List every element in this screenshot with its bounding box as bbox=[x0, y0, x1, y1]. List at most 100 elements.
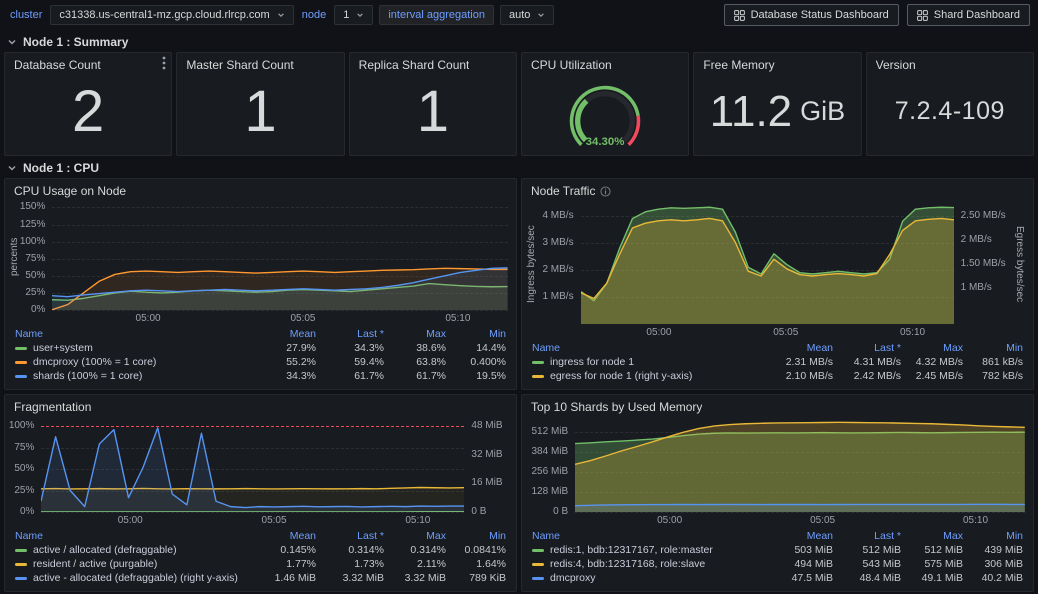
plot-area[interactable] bbox=[575, 420, 1025, 512]
legend-column-header[interactable]: Min bbox=[963, 341, 1023, 355]
chevron-down-icon bbox=[7, 37, 17, 47]
legend-series-name[interactable]: active / allocated (defraggable) bbox=[15, 543, 254, 557]
legend-column-header[interactable]: Name bbox=[532, 529, 771, 543]
panel-title[interactable]: Top 10 Shards by Used Memory bbox=[531, 400, 702, 414]
panel-title[interactable]: CPU Usage on Node bbox=[14, 184, 126, 198]
legend-series-name[interactable]: shards (100% = 1 core) bbox=[15, 369, 254, 383]
legend-column-header[interactable]: Mean bbox=[254, 327, 316, 341]
y-axis: 0%25%50%75%100%125%150% bbox=[20, 204, 52, 310]
database-status-dashboard-button[interactable]: Database Status Dashboard bbox=[724, 4, 899, 26]
panel-title[interactable]: Database Count bbox=[14, 58, 101, 72]
legend-stat-value: 0.400% bbox=[446, 355, 506, 369]
legend-column-header[interactable]: Mean bbox=[771, 341, 833, 355]
legend-stat-value: 4.32 MB/s bbox=[901, 355, 963, 369]
y-tick-label: 125% bbox=[20, 220, 46, 230]
legend-series-name[interactable]: egress for node 1 (right y-axis) bbox=[532, 369, 771, 383]
legend-series-name[interactable]: ingress for node 1 bbox=[532, 355, 771, 369]
legend-stat-value: 63.8% bbox=[384, 355, 446, 369]
legend-column-header[interactable]: Max bbox=[384, 529, 446, 543]
legend-stat-value: 494 MiB bbox=[771, 557, 833, 571]
legend-column-header[interactable]: Min bbox=[446, 529, 506, 543]
legend-series-name[interactable]: resident / active (purgable) bbox=[15, 557, 254, 571]
y-tick-label: 1 MB/s bbox=[542, 292, 573, 302]
legend-column-header[interactable]: Last * bbox=[316, 327, 384, 341]
plot-area[interactable] bbox=[581, 204, 954, 324]
row-header-node-cpu[interactable]: Node 1 : CPU bbox=[0, 158, 1038, 178]
y-tick-label: 100% bbox=[9, 421, 35, 431]
series-color-swatch bbox=[15, 577, 27, 580]
interval-aggregation-select[interactable]: auto bbox=[500, 5, 554, 25]
x-tick-label: 05:10 bbox=[445, 313, 470, 324]
legend-column-header[interactable]: Name bbox=[532, 341, 771, 355]
row-header-node-summary[interactable]: Node 1 : Summary bbox=[0, 32, 1038, 52]
legend: NameMeanLast *MaxMinuser+system27.9%34.3… bbox=[5, 326, 516, 389]
info-icon[interactable] bbox=[600, 186, 611, 197]
y-axis-right-title: Egress bytes/sec bbox=[1014, 204, 1025, 324]
legend-column-header[interactable]: Name bbox=[15, 327, 254, 341]
x-tick-label: 05:05 bbox=[773, 327, 798, 338]
y-tick-label: 1 MB/s bbox=[961, 283, 992, 293]
y-tick-label: 0% bbox=[20, 507, 34, 517]
series-color-swatch bbox=[532, 375, 544, 378]
panel-title[interactable]: CPU Utilization bbox=[531, 58, 612, 72]
legend-stat-value: 40.2 MiB bbox=[963, 571, 1023, 585]
panel-title[interactable]: Node Traffic bbox=[531, 184, 595, 198]
legend-column-header[interactable]: Mean bbox=[254, 529, 316, 543]
y-axis: 0%25%50%75%100% bbox=[9, 420, 41, 512]
shard-dashboard-button[interactable]: Shard Dashboard bbox=[907, 4, 1030, 26]
x-tick-label: 05:10 bbox=[900, 327, 925, 338]
charts-row-1: CPU Usage on Node percents 0%25%50%75%10… bbox=[0, 178, 1038, 390]
y-tick-label: 48 MiB bbox=[471, 421, 502, 431]
panel-title[interactable]: Free Memory bbox=[703, 58, 774, 72]
chevron-down-icon bbox=[277, 11, 285, 19]
legend-column-header[interactable]: Max bbox=[384, 327, 446, 341]
y-axis-title: percents bbox=[9, 204, 20, 310]
legend-column-header[interactable]: Max bbox=[901, 529, 963, 543]
legend-column-header[interactable]: Min bbox=[446, 327, 506, 341]
legend-series-name[interactable]: dmcproxy (100% = 1 core) bbox=[15, 355, 254, 369]
x-tick-label: 05:00 bbox=[118, 515, 143, 526]
node-select[interactable]: 1 bbox=[334, 5, 373, 25]
legend-column-header[interactable]: Last * bbox=[833, 341, 901, 355]
legend-series-name[interactable]: user+system bbox=[15, 341, 254, 355]
legend-series-name[interactable]: redis:1, bdb:12317167, role:master bbox=[532, 543, 771, 557]
legend-stat-value: 19.5% bbox=[446, 369, 506, 383]
y-tick-label: 50% bbox=[14, 464, 34, 474]
legend-stat-value: 0.314% bbox=[316, 543, 384, 557]
cluster-select[interactable]: c31338.us-central1-mz.gcp.cloud.rlrcp.co… bbox=[50, 5, 293, 25]
x-tick-label: 05:00 bbox=[646, 327, 671, 338]
legend-stat-value: 59.4% bbox=[316, 355, 384, 369]
dashboard-icon bbox=[734, 10, 745, 21]
legend-column-header[interactable]: Mean bbox=[771, 529, 833, 543]
y-tick-label: 100% bbox=[20, 237, 46, 247]
x-tick-label: 05:05 bbox=[262, 515, 287, 526]
series-color-swatch bbox=[532, 361, 544, 364]
legend-column-header[interactable]: Name bbox=[15, 529, 254, 543]
plot-area[interactable] bbox=[52, 204, 508, 310]
chart-canvas bbox=[575, 420, 1025, 512]
legend-stat-value: 1.64% bbox=[446, 557, 506, 571]
series-color-swatch bbox=[532, 549, 544, 552]
legend-column-header[interactable]: Min bbox=[963, 529, 1023, 543]
legend-series-name[interactable]: active - allocated (defraggable) (right … bbox=[15, 571, 254, 585]
legend-stat-value: 61.7% bbox=[384, 369, 446, 383]
plot-area[interactable] bbox=[41, 420, 464, 512]
legend-stat-value: 34.3% bbox=[254, 369, 316, 383]
panel-title[interactable]: Fragmentation bbox=[14, 400, 91, 414]
legend-stat-value: 2.31 MB/s bbox=[771, 355, 833, 369]
x-tick-label: 05:05 bbox=[810, 515, 835, 526]
legend-stat-value: 439 MiB bbox=[963, 543, 1023, 557]
legend-series-name[interactable]: dmcproxy bbox=[532, 571, 771, 585]
panel-title[interactable]: Master Shard Count bbox=[186, 58, 293, 72]
legend-column-header[interactable]: Last * bbox=[316, 529, 384, 543]
legend-series-name[interactable]: redis:4, bdb:12317168, role:slave bbox=[532, 557, 771, 571]
panel-free-memory: Free Memory 11.2 GiB bbox=[693, 52, 861, 156]
panel-title[interactable]: Version bbox=[876, 58, 916, 72]
legend-column-header[interactable]: Max bbox=[901, 341, 963, 355]
y-tick-label: 2 MB/s bbox=[961, 235, 992, 245]
panel-title[interactable]: Replica Shard Count bbox=[359, 58, 470, 72]
y-tick-label: 32 MiB bbox=[471, 450, 502, 460]
legend-column-header[interactable]: Last * bbox=[833, 529, 901, 543]
x-tick-label: 05:00 bbox=[136, 313, 161, 324]
kebab-menu-icon[interactable] bbox=[162, 56, 166, 71]
